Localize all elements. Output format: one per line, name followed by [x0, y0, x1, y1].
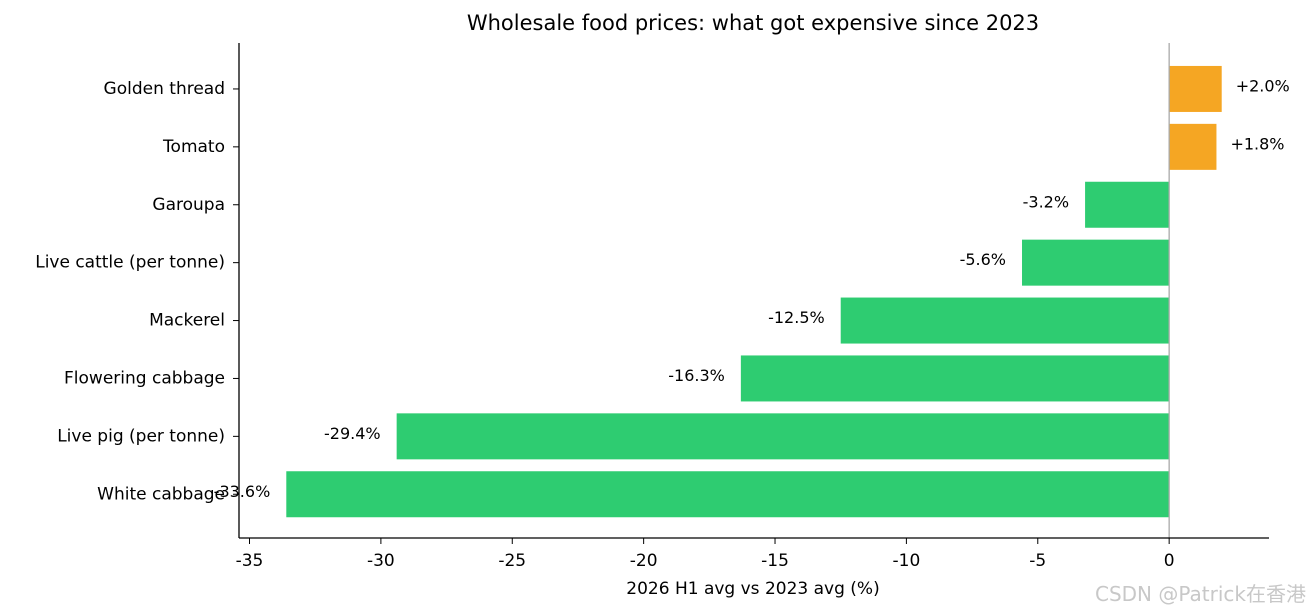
bar-3: [1022, 239, 1170, 286]
bar-5: [740, 355, 1170, 402]
x-tick-label-1: -30: [367, 551, 395, 571]
y-tick-label-7: White cabbage: [97, 484, 225, 504]
data-labels-layer: +2.0% +1.8% -3.2% -5.6% -12.5% -16.3% -29.4% -3…: [214, 76, 1290, 500]
x-tick-label-6: -5: [1029, 551, 1046, 571]
y-tick-label-3: Live cattle (per tonne): [35, 253, 225, 273]
data-label-6: -29.4%: [324, 424, 381, 443]
data-label-1: +1.8%: [1230, 134, 1284, 153]
data-label-5: -16.3%: [668, 366, 725, 385]
x-axis: -35 -30 -25 -20 -15 -10 -5 0: [236, 537, 1269, 571]
x-axis-label: 2026 H1 avg vs 2023 avg (%): [626, 579, 879, 599]
x-tick-label-3: -20: [630, 551, 658, 571]
x-tick-label-2: -25: [498, 551, 526, 571]
watermark-text: CSDN @Patrick在香港: [1095, 582, 1306, 606]
bar-2: [1085, 181, 1170, 228]
y-tick-label-0: Golden thread: [104, 79, 225, 99]
y-tick-label-6: Live pig (per tonne): [57, 426, 225, 446]
data-label-2: -3.2%: [1023, 192, 1069, 211]
y-axis: Golden thread Tomato Garoupa Live cattle (p…: [35, 43, 240, 538]
data-label-4: -12.5%: [768, 308, 825, 327]
bar-7: [286, 471, 1170, 518]
x-tick-label-4: -15: [761, 551, 789, 571]
y-tick-label-4: Mackerel: [149, 311, 225, 331]
y-tick-label-5: Flowering cabbage: [64, 368, 225, 388]
data-label-7: -33.6%: [214, 482, 271, 501]
bar-1: [1169, 123, 1217, 170]
bar-0: [1169, 65, 1222, 112]
x-tick-label-7: 0: [1164, 551, 1175, 571]
bars-layer: [286, 43, 1222, 538]
y-tick-label-1: Tomato: [162, 137, 225, 157]
bar-4: [840, 297, 1170, 344]
x-tick-label-5: -10: [893, 551, 921, 571]
data-label-3: -5.6%: [960, 250, 1006, 269]
y-tick-label-2: Garoupa: [152, 195, 225, 215]
bar-6: [396, 413, 1170, 460]
chart-title: Wholesale food prices: what got expensiv…: [467, 11, 1039, 35]
x-tick-label-0: -35: [236, 551, 264, 571]
data-label-0: +2.0%: [1236, 76, 1290, 95]
